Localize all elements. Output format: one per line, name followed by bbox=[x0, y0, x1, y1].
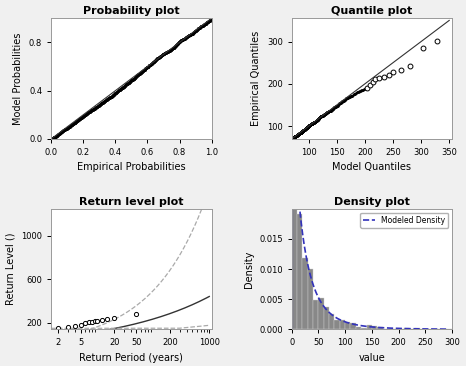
Bar bbox=[340, 320, 345, 329]
Bar bbox=[329, 314, 335, 329]
X-axis label: Model Quantiles: Model Quantiles bbox=[332, 163, 411, 172]
Bar bbox=[372, 326, 377, 329]
Legend: Modeled Density: Modeled Density bbox=[360, 213, 448, 228]
Y-axis label: Model Probabilities: Model Probabilities bbox=[14, 33, 23, 125]
Bar bbox=[367, 325, 372, 329]
Bar bbox=[345, 322, 350, 329]
Title: Return level plot: Return level plot bbox=[79, 197, 184, 207]
Title: Density plot: Density plot bbox=[334, 197, 410, 207]
Bar bbox=[377, 327, 383, 329]
Bar bbox=[415, 328, 420, 329]
X-axis label: Return Period (years): Return Period (years) bbox=[80, 353, 183, 363]
Bar bbox=[356, 327, 361, 329]
Bar bbox=[324, 307, 329, 329]
X-axis label: value: value bbox=[358, 353, 385, 363]
Title: Quantile plot: Quantile plot bbox=[331, 6, 412, 16]
X-axis label: Empirical Probabilities: Empirical Probabilities bbox=[77, 163, 186, 172]
Bar bbox=[302, 258, 308, 329]
Title: Probability plot: Probability plot bbox=[83, 6, 180, 16]
Y-axis label: Density: Density bbox=[244, 250, 254, 288]
Bar bbox=[313, 300, 318, 329]
Bar bbox=[350, 322, 356, 329]
Bar bbox=[318, 298, 324, 329]
Bar bbox=[335, 320, 340, 329]
Bar bbox=[308, 269, 313, 329]
Bar bbox=[292, 126, 297, 329]
Bar bbox=[297, 214, 302, 329]
Bar bbox=[361, 328, 367, 329]
Y-axis label: Return Level (): Return Level () bbox=[6, 233, 16, 305]
Bar bbox=[404, 328, 409, 329]
Y-axis label: Empirical Quantiles: Empirical Quantiles bbox=[251, 31, 261, 126]
